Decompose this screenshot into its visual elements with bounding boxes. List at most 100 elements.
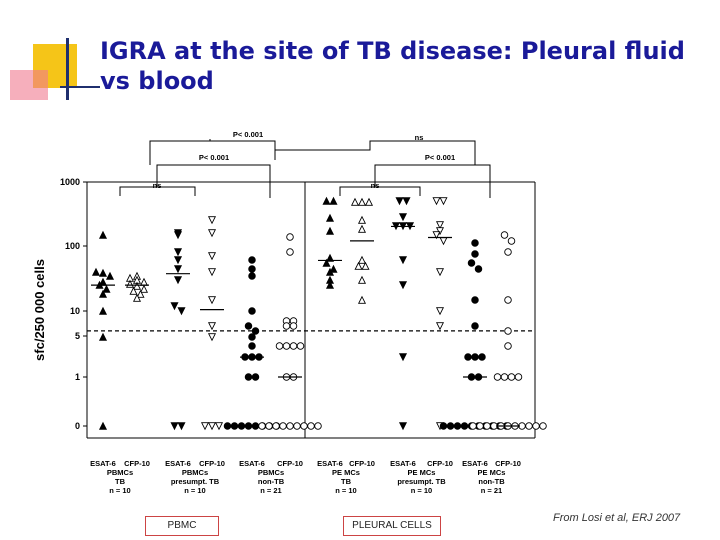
- x-group-label: TB: [341, 477, 352, 486]
- x-group-label: PE MCs: [332, 468, 360, 477]
- data-point: [493, 373, 502, 381]
- data-point: [296, 342, 305, 350]
- data-point: [248, 265, 256, 273]
- data-point: [471, 250, 479, 258]
- x-tick-label: CFP-10: [277, 459, 303, 468]
- data-point: [471, 353, 479, 361]
- data-point: [500, 373, 509, 381]
- data-point: [504, 327, 512, 335]
- data-point: [237, 422, 246, 430]
- x-group-label: presumpt. TB: [397, 477, 446, 486]
- x-tick-label: ESAT-6: [462, 459, 488, 468]
- data-point: [435, 307, 445, 316]
- data-point: [173, 276, 183, 285]
- data-point: [282, 342, 291, 350]
- x-group-label: n = 10: [184, 486, 205, 495]
- x-tick-label: CFP-10: [427, 459, 453, 468]
- significance-label: P< 0.001: [233, 130, 263, 139]
- deco-navy-line: [60, 86, 100, 88]
- data-point: [286, 422, 294, 430]
- data-point: [357, 224, 367, 233]
- data-point: [354, 261, 363, 270]
- data-point: [504, 248, 512, 256]
- slide-title: IGRA at the site of TB disease: Pleural …: [100, 37, 685, 95]
- x-tick-label: ESAT-6: [390, 459, 416, 468]
- data-point: [507, 373, 516, 381]
- data-point: [207, 322, 217, 331]
- data-point: [248, 333, 256, 341]
- x-group-label: n = 21: [481, 486, 502, 495]
- data-point: [307, 422, 315, 430]
- y-tick-label: 5: [75, 331, 80, 341]
- data-point: [357, 275, 367, 284]
- significance-label: P< 0.001: [425, 153, 455, 162]
- pbmc-box-label: PBMC: [145, 516, 219, 536]
- data-point: [357, 197, 367, 206]
- data-point: [432, 231, 441, 240]
- data-point: [325, 253, 335, 262]
- data-point: [439, 422, 448, 430]
- bracket-lower-right: [339, 186, 421, 196]
- data-point: [105, 271, 115, 280]
- data-point: [279, 422, 287, 430]
- data-point: [322, 258, 331, 267]
- data-point: [325, 213, 335, 222]
- data-point: [325, 267, 335, 276]
- data-point: [248, 272, 256, 280]
- data-point: [460, 422, 469, 430]
- data-point: [248, 256, 256, 264]
- data-point: [98, 421, 108, 430]
- data-point: [244, 422, 253, 430]
- data-point: [207, 252, 217, 261]
- data-point: [102, 284, 111, 293]
- data-point: [286, 248, 294, 256]
- x-group-label: PBMCs: [182, 468, 208, 477]
- data-point: [289, 342, 298, 350]
- y-tick-label: 0: [75, 421, 80, 431]
- data-point: [398, 256, 408, 265]
- data-point: [469, 422, 477, 430]
- data-point: [207, 333, 217, 342]
- data-point: [200, 422, 210, 431]
- data-point: [435, 221, 445, 230]
- data-point: [132, 293, 142, 302]
- data-point: [251, 373, 260, 381]
- x-tick-label: CFP-10: [349, 459, 375, 468]
- data-point: [322, 196, 331, 205]
- data-point: [325, 280, 335, 289]
- data-point: [207, 216, 217, 225]
- x-tick-label: CFP-10: [124, 459, 150, 468]
- data-point: [525, 422, 533, 430]
- data-point: [504, 296, 512, 304]
- data-point: [398, 213, 408, 222]
- data-point: [500, 231, 509, 239]
- data-point: [435, 322, 445, 331]
- data-point: [532, 422, 540, 430]
- x-tick-label: ESAT-6: [90, 459, 116, 468]
- data-point: [471, 296, 479, 304]
- data-point: [478, 353, 486, 361]
- y-tick-label: 10: [70, 306, 80, 316]
- data-point: [173, 265, 183, 274]
- data-point: [439, 237, 448, 246]
- data-point: [395, 197, 404, 206]
- data-point: [446, 422, 455, 430]
- data-point: [132, 281, 142, 290]
- x-group-label: non-TB: [258, 477, 285, 486]
- data-point: [248, 342, 256, 350]
- y-axis-label: sfc/250 000 cells: [32, 259, 47, 361]
- deco-pink-square: [10, 70, 48, 100]
- data-point: [471, 322, 479, 330]
- data-point: [514, 373, 523, 381]
- x-group-label: non-TB: [478, 477, 505, 486]
- significance-label: P< 0.001: [199, 153, 229, 162]
- data-point: [207, 229, 217, 238]
- data-point: [361, 261, 370, 270]
- data-point: [483, 422, 491, 430]
- x-tick-label: CFP-10: [199, 459, 225, 468]
- data-point: [207, 268, 217, 277]
- x-tick-label: ESAT-6: [317, 459, 343, 468]
- data-point: [251, 422, 260, 430]
- data-point: [435, 268, 445, 277]
- x-group-label: PBMCs: [107, 468, 133, 477]
